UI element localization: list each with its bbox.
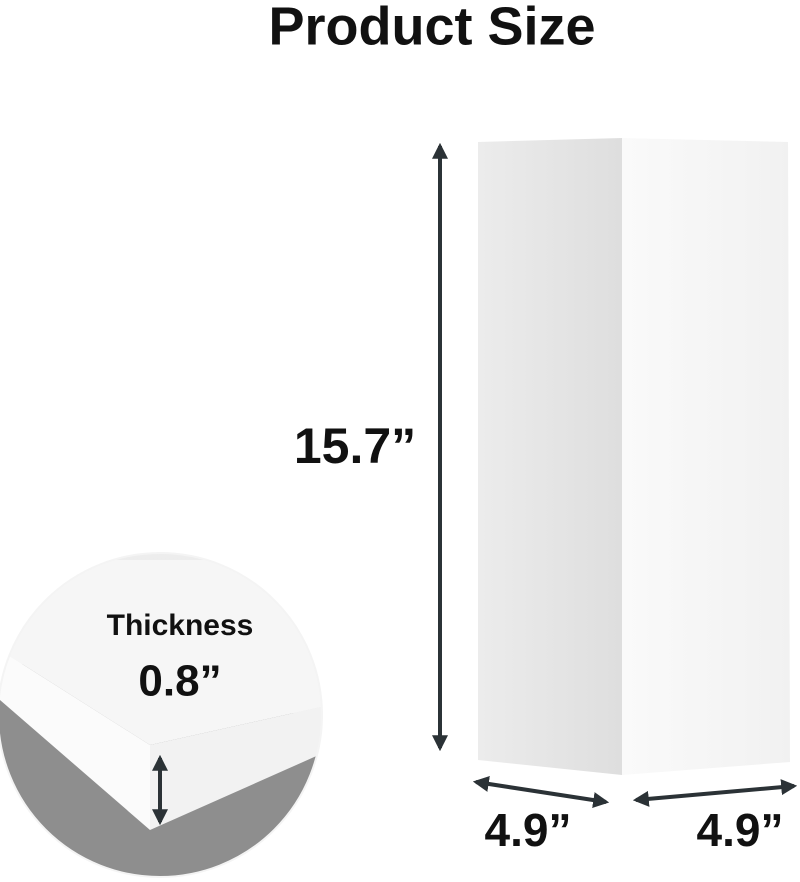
width-arrow <box>472 776 610 808</box>
width-label: 4.9” <box>485 804 572 856</box>
width-arrow <box>632 779 798 807</box>
thickness-label: Thickness <box>107 609 254 642</box>
box-front <box>478 138 622 775</box>
height-label: 15.7” <box>294 418 416 474</box>
box-side <box>622 138 790 775</box>
width-label: 4.9” <box>697 804 784 856</box>
title: Product Size <box>268 0 595 56</box>
thickness-value: 0.8” <box>138 657 221 706</box>
